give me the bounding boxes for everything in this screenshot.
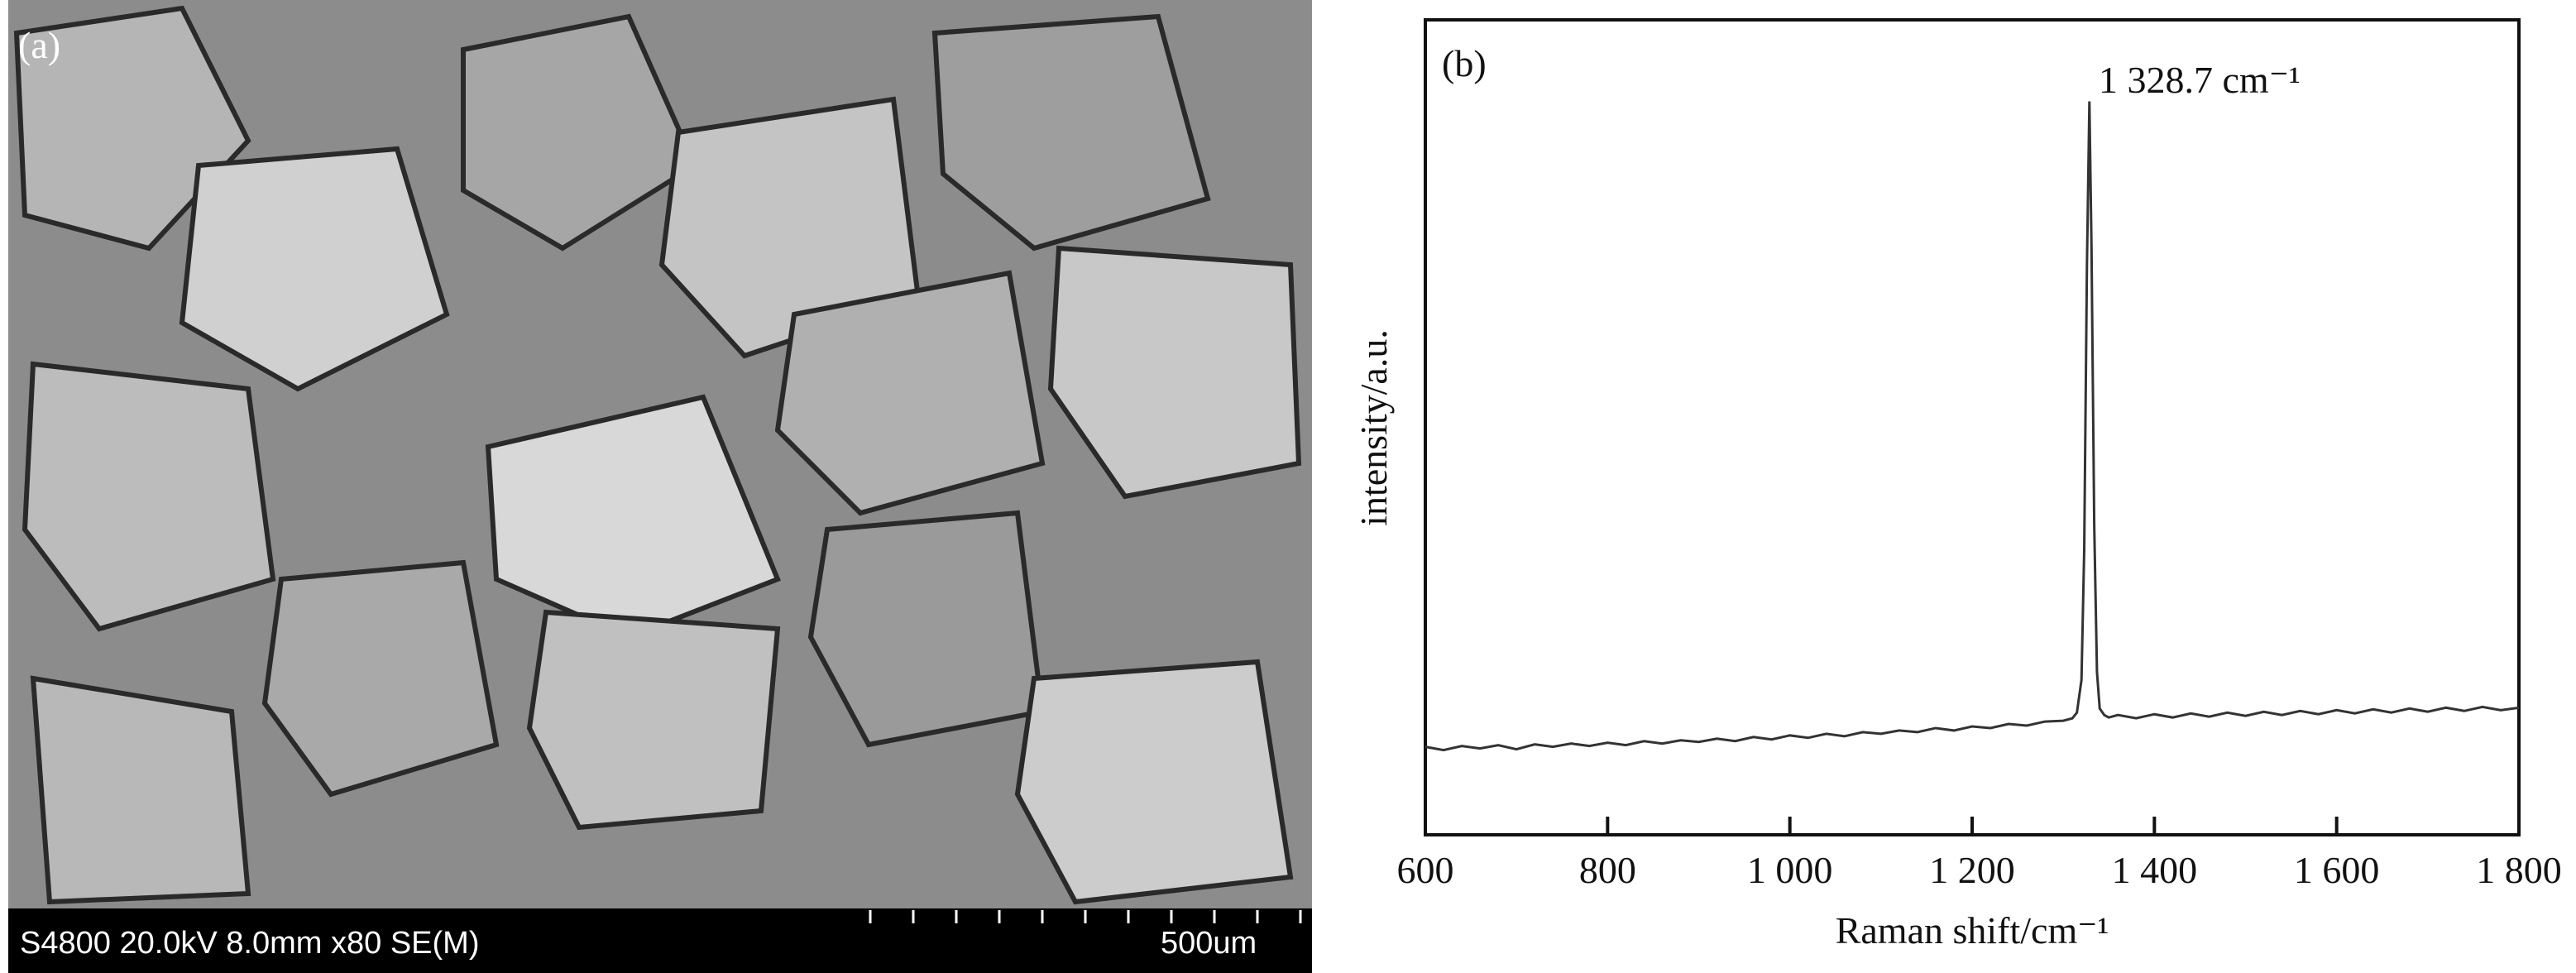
spectrum-line — [1424, 101, 2520, 752]
x-tick-label: 1 200 — [1929, 849, 2015, 891]
scale-label: 500um — [1161, 926, 1257, 961]
sem-image: S4800 20.0kV 8.0mm x80 SE(M) 500um (a) — [8, 0, 1312, 973]
image-info: S4800 20.0kV 8.0mm x80 SE(M) — [20, 926, 479, 961]
x-tick-label: 600 — [1397, 849, 1454, 891]
panel-label: (a) — [18, 24, 60, 66]
x-tick-label: 1 000 — [1747, 849, 1833, 891]
x-axis-label: Raman shift/cm⁻¹ — [1836, 909, 2109, 951]
x-tick-label: 800 — [1579, 849, 1636, 891]
x-tick-label: 1 600 — [2294, 849, 2380, 891]
x-tick-label: 1 400 — [2112, 849, 2198, 891]
panel-label: (b) — [1442, 42, 1487, 84]
y-axis-label: intensity/a.u. — [1353, 329, 1395, 526]
peak-annotation: 1 328.7 cm⁻¹ — [2099, 59, 2301, 101]
x-tick-label: 1 800 — [2476, 849, 2562, 891]
